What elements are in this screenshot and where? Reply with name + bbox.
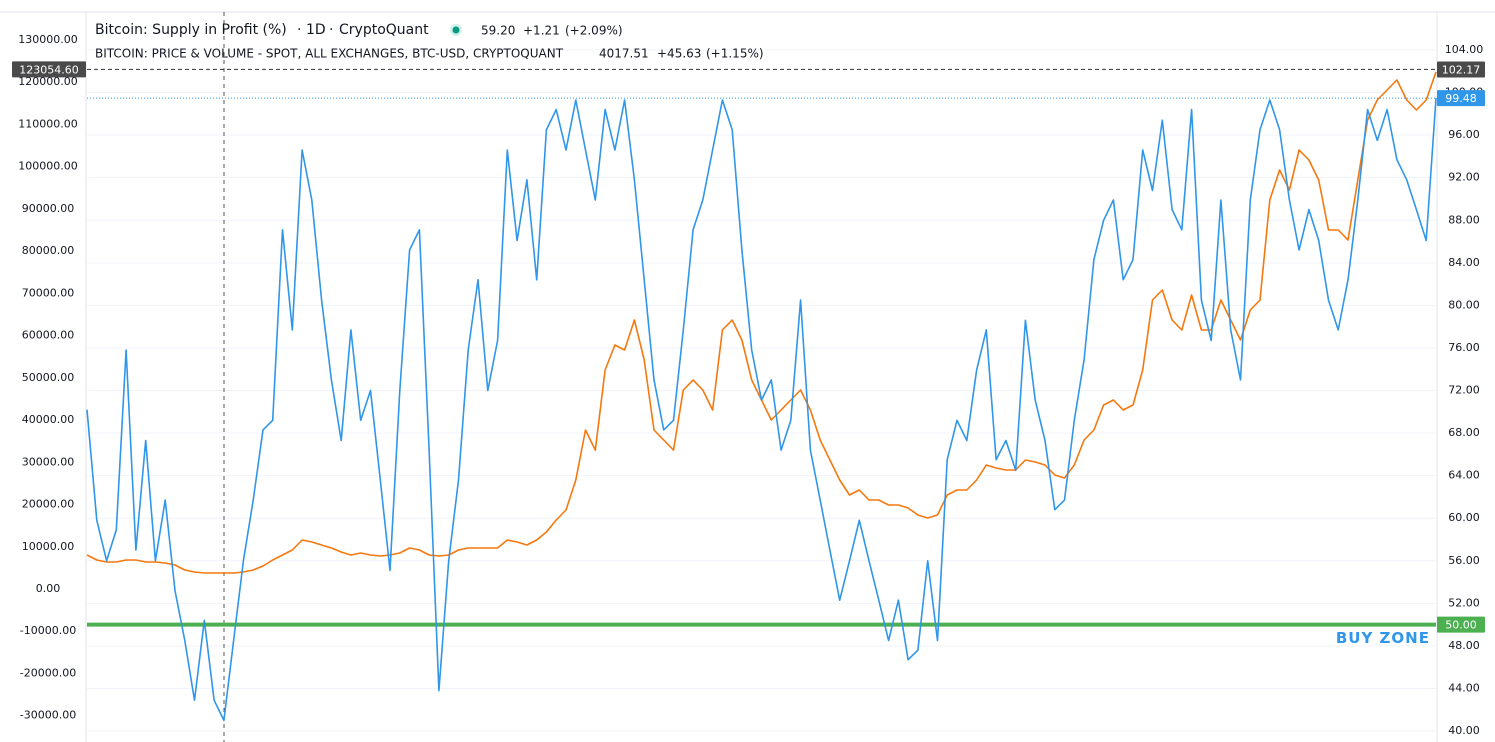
y2-tick-label: 96.00 bbox=[1448, 128, 1480, 141]
value-marker-label: 99.48 bbox=[1445, 92, 1477, 105]
y-tick-label: 10000.00 bbox=[22, 540, 75, 553]
stat-value: 4017.51 bbox=[599, 47, 649, 61]
y2-tick-label: 68.00 bbox=[1448, 426, 1480, 439]
y2-tick-label: 88.00 bbox=[1448, 213, 1480, 226]
y2-tick-label: 56.00 bbox=[1448, 554, 1480, 567]
y2-tick-label: 52.00 bbox=[1448, 596, 1480, 609]
stat-change-pct: (+2.09%) bbox=[565, 24, 623, 38]
y2-tick-label: 80.00 bbox=[1448, 298, 1480, 311]
y2-tick-label: 76.00 bbox=[1448, 341, 1480, 354]
y2-tick-label: 64.00 bbox=[1448, 469, 1480, 482]
y-tick-label: 80000.00 bbox=[22, 244, 75, 257]
y-tick-label: 40000.00 bbox=[22, 413, 75, 426]
plot: BUY ZONE bbox=[86, 12, 1437, 742]
y2-tick-label: 44.00 bbox=[1448, 681, 1480, 694]
value-marker bbox=[1437, 61, 1485, 78]
buy-zone-text: BUY ZONE bbox=[1336, 629, 1430, 647]
y-tick-label: 120000.00 bbox=[18, 75, 78, 88]
value-marker-label: 123054.60 bbox=[19, 63, 79, 76]
y-tick-label: 100000.00 bbox=[18, 160, 78, 173]
axes: -30000.00 -20000.00 -10000.00 0.00 10000.00 2… bbox=[12, 33, 1485, 737]
y-tick-label: 20000.00 bbox=[22, 498, 75, 511]
y-tick-label: -20000.00 bbox=[20, 666, 76, 679]
stat-change: +45.63 bbox=[657, 47, 701, 61]
stat-change-pct: (+1.15%) bbox=[706, 47, 764, 61]
interval: 1D bbox=[306, 22, 326, 38]
y-tick-label: -30000.00 bbox=[20, 709, 76, 722]
series-line bbox=[86, 98, 1437, 722]
y-tick-label: 70000.00 bbox=[22, 286, 75, 299]
y-tick-label: 50000.00 bbox=[22, 371, 75, 384]
y2-tick-label: 92.00 bbox=[1448, 171, 1480, 184]
y-tick-label: 110000.00 bbox=[18, 117, 78, 130]
y-tick-label: 60000.00 bbox=[22, 329, 75, 342]
source: CryptoQuant bbox=[339, 22, 429, 38]
value-marker-label: 102.17 bbox=[1442, 63, 1481, 76]
y2-tick-label: 40.00 bbox=[1448, 724, 1480, 737]
stat-value: 59.20 bbox=[481, 24, 515, 38]
stat-change: +1.21 bbox=[523, 24, 560, 38]
status-dot bbox=[452, 26, 460, 34]
value-marker bbox=[1437, 90, 1485, 107]
y2-tick-label: 48.00 bbox=[1448, 639, 1480, 652]
value-marker bbox=[12, 61, 86, 78]
y-tick-label: -10000.00 bbox=[20, 624, 76, 637]
y2-tick-label: 84.00 bbox=[1448, 256, 1480, 269]
y-tick-label: 30000.00 bbox=[22, 455, 75, 468]
separator: · bbox=[297, 22, 301, 38]
y-tick-label: 90000.00 bbox=[22, 202, 75, 215]
series-name: Bitcoin: Supply in Profit (%) bbox=[95, 22, 287, 38]
y2-tick-label: 60.00 bbox=[1448, 511, 1480, 524]
y2-tick-label: 72.00 bbox=[1448, 384, 1480, 397]
grid bbox=[87, 49, 1436, 732]
y2-tick-label: 104.00 bbox=[1445, 43, 1484, 56]
separator: · bbox=[329, 22, 333, 38]
legend: Bitcoin: Supply in Profit (%) · 1D · Cry… bbox=[95, 22, 764, 61]
y-tick-label: 130000.00 bbox=[18, 33, 78, 46]
series-name: BITCOIN: PRICE & VOLUME - SPOT, ALL EXCH… bbox=[95, 47, 564, 61]
value-marker bbox=[1437, 616, 1485, 633]
value-marker-label: 50.00 bbox=[1445, 619, 1477, 632]
y-tick-label: 0.00 bbox=[36, 582, 61, 595]
